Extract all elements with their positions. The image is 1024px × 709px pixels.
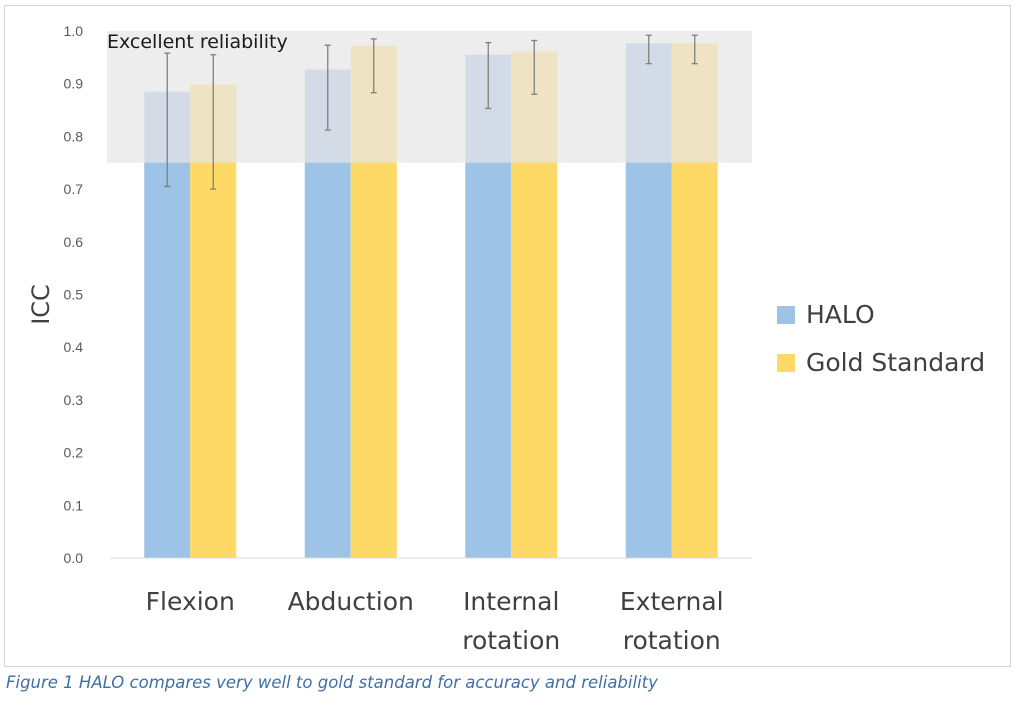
chart-frame: Excellent reliability 0.0 0.1 0.2 0.3 0.4 0.5 0… bbox=[4, 5, 1011, 667]
error-bar-halo-4 bbox=[645, 34, 652, 65]
error-bar-layer bbox=[164, 34, 698, 190]
legend-swatch-gold-standard bbox=[777, 354, 795, 372]
error-bar-halo-1 bbox=[164, 52, 171, 188]
y-tick-label: 0.0 bbox=[64, 550, 84, 566]
y-tick-label: 0.9 bbox=[64, 76, 84, 92]
y-tick-label: 0.8 bbox=[64, 128, 84, 144]
y-tick-label: 0.2 bbox=[64, 445, 84, 461]
y-tick-label: 0.3 bbox=[64, 392, 84, 408]
legend-label-gold-standard: Gold Standard bbox=[806, 348, 985, 377]
y-tick-label: 1.0 bbox=[64, 23, 84, 39]
legend: HALO Gold Standard bbox=[777, 300, 985, 377]
x-category-label: Abduction bbox=[288, 587, 414, 616]
x-category-label: External bbox=[620, 587, 724, 616]
legend-swatch-halo bbox=[777, 306, 795, 324]
x-category-label: Flexion bbox=[146, 587, 235, 616]
reliability-band-layer bbox=[107, 31, 752, 163]
axis-layer: Excellent reliability 0.0 0.1 0.2 0.3 0.4 0.5 0… bbox=[27, 23, 752, 655]
y-tick-label: 0.4 bbox=[64, 339, 84, 355]
error-bar-halo-3 bbox=[485, 41, 492, 110]
excellent-reliability-band bbox=[107, 31, 752, 163]
error-bar-gold-standard-2 bbox=[370, 38, 377, 94]
figure-caption: Figure 1 HALO compares very well to gold… bbox=[6, 673, 658, 692]
band-label: Excellent reliability bbox=[107, 31, 288, 53]
bar-chart: Excellent reliability 0.0 0.1 0.2 0.3 0.4 0.5 0… bbox=[27, 23, 985, 655]
y-tick-label: 0.1 bbox=[64, 497, 84, 513]
error-bar-gold-standard-3 bbox=[531, 39, 538, 95]
error-bar-gold-standard-1 bbox=[210, 54, 217, 190]
y-tick-label: 0.7 bbox=[64, 181, 84, 197]
y-axis-title: ICC bbox=[27, 284, 55, 325]
x-category-label: rotation bbox=[623, 626, 721, 655]
y-tick-label: 0.6 bbox=[64, 234, 84, 250]
x-category-label: rotation bbox=[462, 626, 560, 655]
legend-label-halo: HALO bbox=[806, 300, 875, 329]
error-bar-halo-2 bbox=[324, 44, 331, 131]
error-bar-gold-standard-4 bbox=[691, 34, 698, 65]
y-tick-label: 0.5 bbox=[64, 287, 84, 303]
x-category-label: Internal bbox=[463, 587, 559, 616]
